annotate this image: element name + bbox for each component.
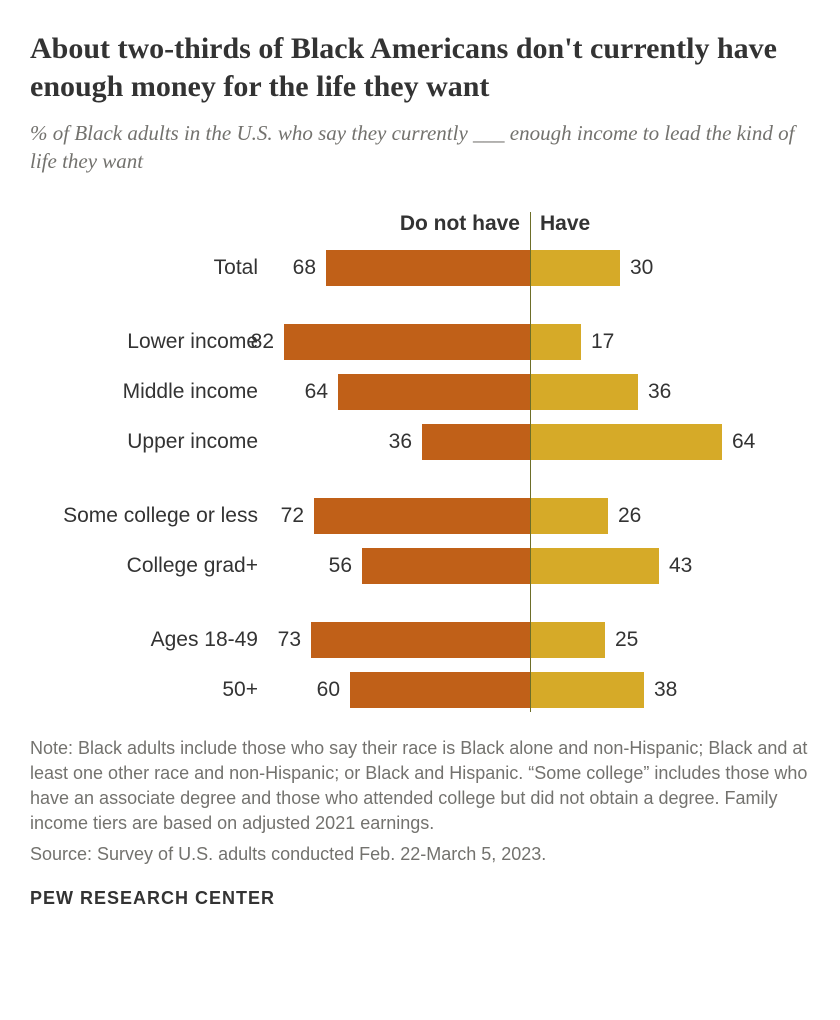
chart-row: Upper income3664	[30, 420, 810, 464]
value-do-not-have: 36	[389, 430, 422, 454]
value-have: 26	[608, 504, 641, 528]
bar-do-not-have: 82	[284, 324, 530, 360]
chart-source: Source: Survey of U.S. adults conducted …	[30, 842, 810, 867]
bar-have: 30	[530, 250, 620, 286]
pos-side: 26	[530, 498, 770, 534]
chart-group: Total6830	[30, 246, 810, 290]
value-have: 38	[644, 678, 677, 702]
value-have: 17	[581, 330, 614, 354]
neg-side: 64	[270, 374, 530, 410]
pos-side: 30	[530, 250, 770, 286]
chart-row: Middle income6436	[30, 370, 810, 414]
value-have: 30	[620, 256, 653, 280]
center-axis	[530, 212, 531, 712]
chart-title: About two-thirds of Black Americans don'…	[30, 30, 810, 105]
category-label: College grad+	[30, 554, 270, 578]
chart-subtitle: % of Black adults in the U.S. who say th…	[30, 119, 810, 176]
bar-do-not-have: 68	[326, 250, 530, 286]
neg-side: 68	[270, 250, 530, 286]
bar-do-not-have: 60	[350, 672, 530, 708]
value-do-not-have: 68	[293, 256, 326, 280]
value-have: 36	[638, 380, 671, 404]
value-have: 25	[605, 628, 638, 652]
category-label: Lower income	[30, 330, 270, 354]
pos-side: 25	[530, 622, 770, 658]
attribution: PEW RESEARCH CENTER	[30, 888, 810, 909]
chart-row: Lower income8217	[30, 320, 810, 364]
category-label: Upper income	[30, 430, 270, 454]
bar-do-not-have: 56	[362, 548, 530, 584]
bar-have: 25	[530, 622, 605, 658]
pos-side: 43	[530, 548, 770, 584]
pos-side: 36	[530, 374, 770, 410]
bar-do-not-have: 36	[422, 424, 530, 460]
chart-row: 50+6038	[30, 668, 810, 712]
chart-group: Some college or less7226College grad+564…	[30, 494, 810, 588]
neg-side: 73	[270, 622, 530, 658]
pos-side: 38	[530, 672, 770, 708]
chart-note: Note: Black adults include those who say…	[30, 736, 810, 837]
bar-do-not-have: 73	[311, 622, 530, 658]
chart-group: Ages 18-49732550+6038	[30, 618, 810, 712]
value-have: 64	[722, 430, 755, 454]
value-do-not-have: 56	[329, 554, 362, 578]
neg-side: 72	[270, 498, 530, 534]
bar-do-not-have: 64	[338, 374, 530, 410]
neg-side: 82	[270, 324, 530, 360]
header-do-not-have: Do not have	[30, 212, 530, 236]
chart-row: Total6830	[30, 246, 810, 290]
value-do-not-have: 82	[251, 330, 284, 354]
category-label: Some college or less	[30, 504, 270, 528]
value-do-not-have: 60	[317, 678, 350, 702]
neg-side: 60	[270, 672, 530, 708]
bar-do-not-have: 72	[314, 498, 530, 534]
chart-row: Ages 18-497325	[30, 618, 810, 662]
bar-have: 17	[530, 324, 581, 360]
chart-row: College grad+5643	[30, 544, 810, 588]
chart-group: Lower income8217Middle income6436Upper i…	[30, 320, 810, 464]
diverging-bar-chart: Do not have Have Total6830Lower income82…	[30, 212, 810, 712]
value-do-not-have: 73	[278, 628, 311, 652]
category-label: Ages 18-49	[30, 628, 270, 652]
bar-have: 43	[530, 548, 659, 584]
category-label: Middle income	[30, 380, 270, 404]
header-have: Have	[530, 212, 770, 236]
column-headers: Do not have Have	[30, 212, 810, 236]
neg-side: 36	[270, 424, 530, 460]
chart-row: Some college or less7226	[30, 494, 810, 538]
value-do-not-have: 72	[281, 504, 314, 528]
category-label: Total	[30, 256, 270, 280]
bar-have: 64	[530, 424, 722, 460]
neg-side: 56	[270, 548, 530, 584]
bar-have: 38	[530, 672, 644, 708]
bar-have: 36	[530, 374, 638, 410]
pos-side: 17	[530, 324, 770, 360]
pos-side: 64	[530, 424, 770, 460]
category-label: 50+	[30, 678, 270, 702]
value-have: 43	[659, 554, 692, 578]
bar-have: 26	[530, 498, 608, 534]
value-do-not-have: 64	[305, 380, 338, 404]
